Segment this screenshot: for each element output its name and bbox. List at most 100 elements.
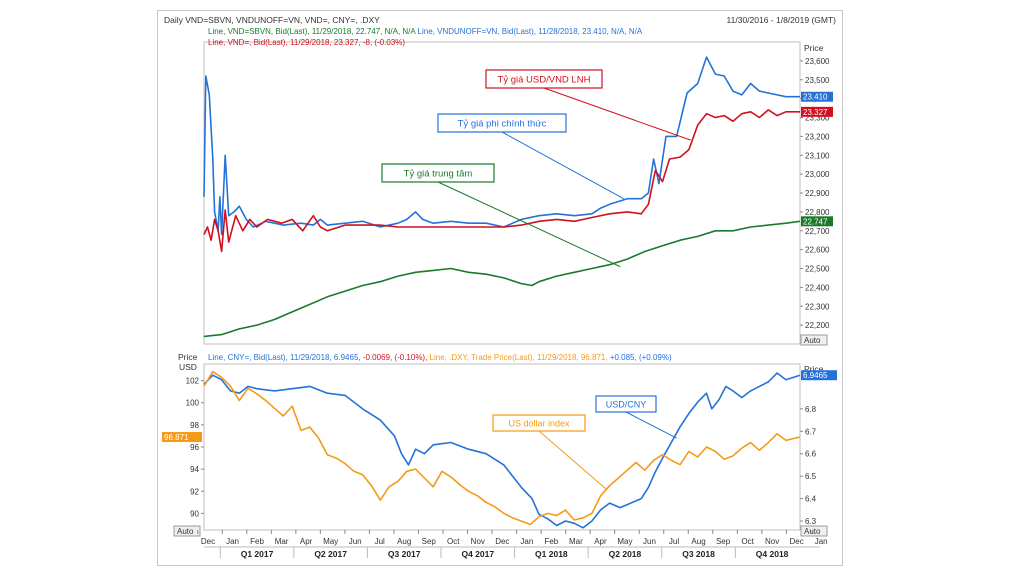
- chart-title: Daily VND=SBVN, VNDUNOFF=VN, VND=, CNY=,…: [164, 15, 380, 25]
- chart-frame: Daily VND=SBVN, VNDUNOFF=VN, VND=, CNY=,…: [157, 10, 843, 566]
- auto-button-left: [173, 525, 201, 537]
- left-axis-title: Price: [178, 352, 198, 362]
- x-month-label: Aug: [691, 537, 705, 546]
- y-tick-label-right: 6.7: [805, 427, 817, 436]
- series-line: [203, 220, 801, 338]
- end-value-label: 22.747: [803, 217, 828, 226]
- y-tick-label-upper: 22,500: [805, 265, 830, 274]
- x-quarter-label: Q2 2017: [314, 549, 347, 559]
- y-tick-label-right: 6.5: [805, 472, 817, 481]
- callout-label: USD/CNY: [606, 400, 647, 410]
- x-month-label: Mar: [275, 537, 289, 546]
- y-tick-label-left: 96: [190, 443, 199, 452]
- callout-leader: [543, 87, 691, 141]
- x-month-label: Jan: [815, 537, 828, 546]
- legend-line-upper: Line, VND=SBVN, Bid(Last), 11/29/2018, 2…: [208, 27, 643, 36]
- end-value-tag-right: [801, 370, 837, 381]
- auto-button-upper: [800, 334, 828, 346]
- series-line: [203, 372, 801, 529]
- y-tick-label-upper: 23,300: [805, 114, 830, 123]
- end-value-label: 23.410: [803, 93, 828, 102]
- x-month-label: Jul: [375, 537, 385, 546]
- x-month-label: Aug: [397, 537, 411, 546]
- y-tick-label-left: 90: [190, 509, 199, 518]
- x-quarter-label: Q1 2017: [241, 549, 274, 559]
- x-month-label: Dec: [201, 537, 215, 546]
- x-month-label: Jan: [226, 537, 239, 546]
- end-value-label-left: 96.871: [164, 433, 189, 442]
- callout-box: [381, 163, 495, 183]
- y-tick-label-left: 98: [190, 421, 199, 430]
- x-month-label: Apr: [594, 537, 607, 546]
- callout-leader: [501, 131, 624, 200]
- callout-leader: [437, 181, 621, 268]
- x-month-label: Jan: [520, 537, 533, 546]
- y-tick-label-left: 94: [190, 465, 199, 474]
- x-month-label: Feb: [250, 537, 264, 546]
- end-value-label: 23.327: [803, 108, 828, 117]
- x-quarter-label: Q1 2018: [535, 549, 568, 559]
- x-month-label: Oct: [447, 537, 460, 546]
- series-line: [203, 109, 800, 253]
- y-tick-label-upper: 23,100: [805, 151, 830, 160]
- x-month-label: Feb: [544, 537, 558, 546]
- x-month-label: Jun: [349, 537, 362, 546]
- chart-canvas: Line, VND=SBVN, Bid(Last), 11/29/2018, 2…: [162, 27, 837, 559]
- auto-label-left: Auto: [177, 527, 194, 536]
- x-month-label: Oct: [741, 537, 754, 546]
- y-tick-label-upper: 22,200: [805, 321, 830, 330]
- x-quarter-label: Q3 2017: [388, 549, 421, 559]
- x-month-label: Dec: [790, 537, 804, 546]
- left-axis-unit: USD: [179, 362, 197, 372]
- series-line: [203, 370, 801, 526]
- series-line: [203, 56, 800, 236]
- y-axis-title-upper: Price: [804, 43, 824, 53]
- x-quarter-label: Q4 2017: [461, 549, 494, 559]
- y-tick-label-upper: 22,400: [805, 283, 830, 292]
- x-month-label: Nov: [471, 537, 485, 546]
- x-month-label: Mar: [569, 537, 583, 546]
- y-tick-label-upper: 23,500: [805, 76, 830, 85]
- date-range: 11/30/2016 - 1/8/2019 (GMT): [726, 15, 836, 25]
- callout-leader: [538, 430, 607, 490]
- legend-line-lower: Line, CNY=, Bid(Last), 11/29/2018, 6.946…: [208, 353, 672, 362]
- auto-button-right: [800, 525, 828, 537]
- end-value-tag: [801, 106, 833, 117]
- x-month-label: May: [617, 537, 632, 546]
- x-quarter-label: Q3 2018: [682, 549, 715, 559]
- y-tick-label-right: 6.3: [805, 517, 817, 526]
- x-month-label: May: [323, 537, 338, 546]
- end-value-tag: [801, 216, 833, 227]
- y-tick-label-upper: 23,200: [805, 132, 830, 141]
- x-quarter-label: Q2 2018: [609, 549, 642, 559]
- auto-label-upper: Auto: [804, 336, 821, 345]
- y-tick-label-upper: 23,600: [805, 57, 830, 66]
- callout-box: [492, 414, 586, 432]
- legend-line-upper: Line, VND=, Bid(Last), 11/29/2018, 23.32…: [208, 38, 405, 47]
- x-month-label: Jul: [669, 537, 679, 546]
- y-tick-label-left: 102: [186, 377, 200, 386]
- callout-box: [485, 69, 603, 89]
- x-month-label: Jun: [643, 537, 656, 546]
- auto-label-right: Auto: [804, 527, 821, 536]
- callout-label: Tỷ giá trung tâm: [404, 169, 473, 180]
- callout-label: Tỷ giá phi chính thức: [458, 119, 547, 130]
- y-tick-label-right: 6.8: [805, 405, 817, 414]
- right-axis-title: Price: [804, 364, 824, 374]
- callout-box: [595, 395, 657, 413]
- x-quarter-label: Q4 2018: [756, 549, 789, 559]
- y-tick-label-upper: 22,300: [805, 302, 830, 311]
- end-value-tag: [801, 91, 833, 102]
- x-month-label: Sep: [422, 537, 437, 546]
- end-value-tag-left: [162, 432, 202, 443]
- y-tick-label-right: 6.6: [805, 450, 817, 459]
- y-tick-label-upper: 22,900: [805, 189, 830, 198]
- callout-box: [437, 113, 567, 133]
- callout-leader: [625, 411, 677, 439]
- x-month-label: Dec: [495, 537, 509, 546]
- y-tick-label-left: 100: [186, 399, 200, 408]
- y-tick-label-upper: 22,700: [805, 227, 830, 236]
- callout-label: Tỷ giá USD/VND LNH: [498, 75, 591, 86]
- y-tick-label-upper: 22,800: [805, 208, 830, 217]
- y-tick-label-upper: 23,000: [805, 170, 830, 179]
